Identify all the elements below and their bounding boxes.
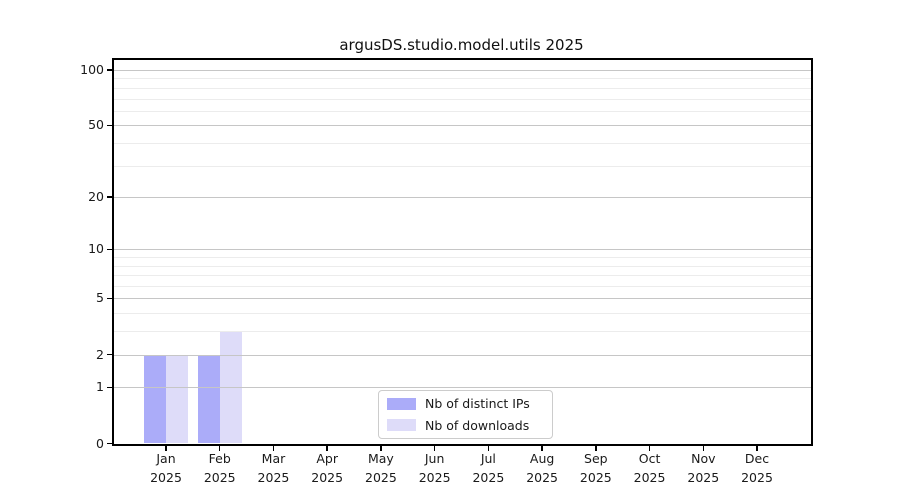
legend-item-distinct-ips: Nb of distinct IPs xyxy=(387,395,544,413)
gridline-minor-70 xyxy=(113,98,811,100)
bar-jan-downloads xyxy=(166,354,188,444)
x-tick-sep xyxy=(595,445,597,451)
x-tick-aug xyxy=(541,445,543,451)
bar-feb-distinct-ips xyxy=(197,354,220,444)
gridline-major-20 xyxy=(113,197,811,199)
x-tick-label-nov: Nov 2025 xyxy=(687,451,720,485)
x-tick-label-jan: Jan 2025 xyxy=(150,451,182,485)
gridline-minor-8 xyxy=(113,265,811,267)
y-tick-20 xyxy=(106,196,112,198)
legend-label-downloads: Nb of downloads xyxy=(425,417,530,433)
y-tick-label-1: 1 xyxy=(96,379,104,395)
x-tick-jan xyxy=(165,445,167,451)
gridline-major-50 xyxy=(113,125,811,127)
bar-jan-distinct-ips xyxy=(144,354,166,444)
gridline-minor-9 xyxy=(113,257,811,259)
gridline-minor-90 xyxy=(113,78,811,80)
gridline-minor-6 xyxy=(113,286,811,288)
y-tick-5 xyxy=(106,297,112,300)
x-tick-label-oct: Oct 2025 xyxy=(633,451,666,485)
y-tick-2 xyxy=(106,353,112,356)
x-tick-feb xyxy=(218,445,221,451)
gridline-major-2 xyxy=(113,354,811,356)
gridline-minor-60 xyxy=(113,110,811,112)
gridline-major-5 xyxy=(113,298,811,300)
x-tick-label-feb: Feb 2025 xyxy=(203,451,236,485)
y-tick-label-50: 50 xyxy=(88,117,104,133)
legend-item-downloads: Nb of downloads xyxy=(387,417,544,435)
gridline-major-1 xyxy=(113,387,811,389)
x-tick-apr xyxy=(326,445,328,451)
y-tick-label-100: 100 xyxy=(80,62,104,77)
x-tick-oct xyxy=(648,445,651,451)
gridline-minor-40 xyxy=(113,142,811,144)
x-tick-may xyxy=(380,445,382,451)
y-tick-10 xyxy=(106,248,112,251)
y-tick-label-10: 10 xyxy=(88,241,104,257)
legend: Nb of distinct IPs Nb of downloads xyxy=(378,390,553,439)
x-tick-mar xyxy=(272,445,275,451)
x-tick-nov xyxy=(702,445,705,451)
x-tick-label-dec: Dec 2025 xyxy=(741,451,773,485)
x-tick-label-sep: Sep 2025 xyxy=(579,451,612,485)
x-tick-label-jun: Jun 2025 xyxy=(418,451,451,485)
y-tick-1 xyxy=(106,386,112,389)
x-tick-label-may: May 2025 xyxy=(365,451,397,485)
x-tick-jul xyxy=(487,445,490,451)
y-tick-100 xyxy=(106,69,112,71)
y-tick-0 xyxy=(106,442,112,445)
gridline-minor-80 xyxy=(113,87,811,89)
plot-area xyxy=(111,58,813,446)
x-tick-label-apr: Apr 2025 xyxy=(311,451,344,485)
y-tick-label-20: 20 xyxy=(88,189,104,205)
gridline-minor-7 xyxy=(113,275,811,277)
y-tick-label-5: 5 xyxy=(96,290,104,306)
gridline-major-10 xyxy=(113,249,811,251)
gridline-minor-30 xyxy=(113,165,811,167)
x-tick-label-mar: Mar 2025 xyxy=(257,451,290,485)
y-tick-label-0: 0 xyxy=(96,435,104,451)
chart-title: argusDS.studio.model.utils 2025 xyxy=(339,36,584,54)
y-tick-50 xyxy=(106,124,112,127)
legend-swatch-downloads xyxy=(387,419,416,432)
gridline-minor-4 xyxy=(113,313,811,315)
x-tick-jun xyxy=(433,445,436,451)
y-tick-label-2: 2 xyxy=(96,346,104,362)
legend-label-distinct-ips: Nb of distinct IPs xyxy=(425,396,530,412)
gridline-major-100 xyxy=(113,70,811,71)
gridline-minor-3 xyxy=(113,331,811,333)
x-tick-label-aug: Aug 2025 xyxy=(526,451,559,485)
legend-swatch-distinct-ips xyxy=(387,397,416,410)
x-tick-label-jul: Jul 2025 xyxy=(472,451,505,485)
x-tick-dec xyxy=(756,445,758,451)
